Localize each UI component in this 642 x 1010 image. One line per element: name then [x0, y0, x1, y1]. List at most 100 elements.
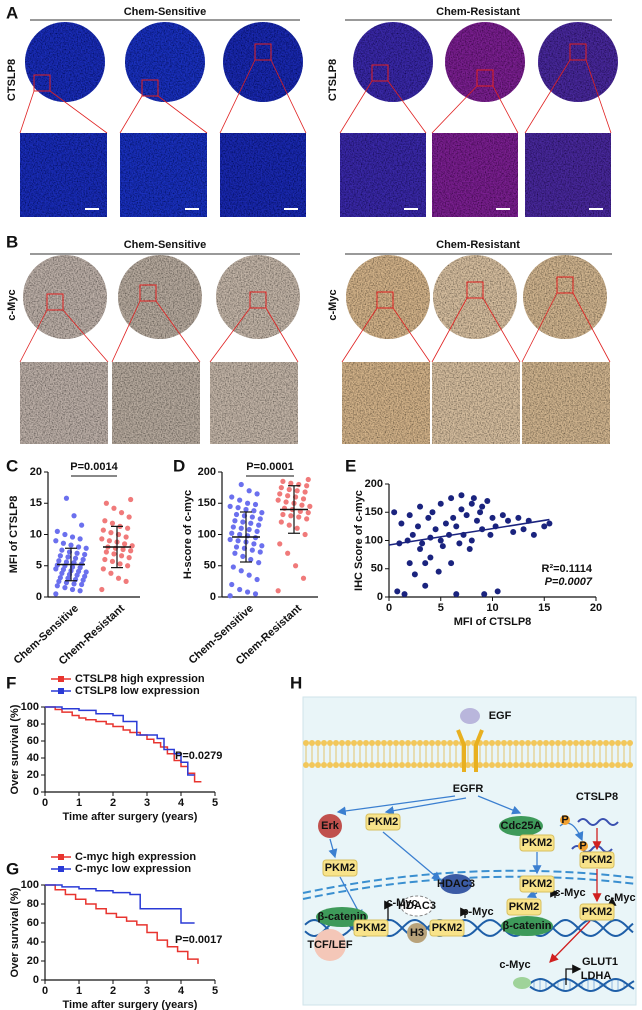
x-tick-label: 0	[42, 985, 48, 997]
point	[439, 543, 446, 550]
lipid-head	[615, 740, 621, 746]
zoom-box	[139, 284, 157, 302]
lipid-head	[525, 762, 531, 768]
diagram-label: Cdc25A	[501, 820, 542, 832]
dot	[275, 588, 281, 594]
point	[411, 571, 418, 578]
lipid-head	[597, 740, 603, 746]
lipid-head	[573, 762, 579, 768]
tissue-core	[523, 255, 607, 339]
lipid-head	[357, 762, 363, 768]
diagram-label: PKM2	[325, 862, 356, 874]
lipid-head	[519, 762, 525, 768]
lipid-head	[345, 762, 351, 768]
dot	[108, 530, 114, 536]
tissue-core	[538, 22, 618, 102]
dot	[244, 589, 251, 595]
point	[541, 523, 548, 530]
dot	[118, 553, 125, 559]
dot	[233, 544, 240, 550]
point	[432, 526, 439, 533]
lipid-head	[387, 740, 393, 746]
arrow	[384, 900, 394, 920]
diagram-label: EGFR	[453, 783, 484, 795]
lipid-head	[465, 740, 471, 746]
lipid-head	[405, 740, 411, 746]
legend-label: CTSLP8 low expression	[75, 685, 200, 697]
dna-strand	[529, 977, 635, 993]
y-tick-label: 100	[198, 528, 216, 540]
dot	[125, 525, 131, 531]
dot	[238, 481, 244, 488]
diagram-label: P	[561, 814, 568, 826]
dot	[60, 540, 67, 546]
point	[448, 495, 455, 502]
lipid-head	[423, 740, 429, 746]
tissue-core	[445, 22, 525, 102]
dot	[278, 519, 284, 525]
x-tick-label: 4	[178, 985, 185, 997]
panel-letter: A	[6, 3, 18, 22]
x-axis-label: Time after surgery (years)	[63, 999, 198, 1010]
legend-marker	[58, 676, 64, 682]
point	[394, 588, 401, 595]
x-tick-label: 1	[76, 797, 82, 809]
lipid-head	[531, 762, 537, 768]
point	[429, 509, 436, 516]
zoom-box	[249, 291, 267, 309]
diagram-label: TCF/LEF	[307, 939, 352, 951]
dot	[227, 536, 233, 543]
zoom-line	[19, 90, 35, 134]
dot	[277, 491, 283, 497]
dot	[100, 527, 106, 533]
lipid-head	[525, 740, 531, 746]
tissue-core	[125, 22, 205, 102]
point	[520, 526, 527, 533]
diagram-label: PKM2	[522, 878, 553, 890]
zoom-line	[341, 307, 378, 363]
zoom-box	[33, 74, 51, 92]
zoom-line	[482, 297, 521, 363]
dot	[123, 578, 129, 584]
zoom-box	[466, 281, 484, 299]
dot	[288, 480, 294, 486]
p-value: P=0.0014	[70, 461, 118, 473]
lipid-head	[489, 740, 495, 746]
lipid-head	[567, 762, 573, 768]
arrow	[382, 831, 441, 881]
lipid-head	[507, 762, 513, 768]
zoom-line	[492, 85, 519, 134]
point	[515, 514, 522, 521]
dot	[300, 575, 307, 581]
lipid-head	[591, 762, 597, 768]
point	[473, 517, 480, 524]
dot	[299, 502, 305, 508]
nuclear-membrane	[302, 875, 637, 900]
point	[463, 512, 470, 519]
y-tick-label: 60	[27, 917, 39, 929]
zoom-line	[219, 59, 256, 134]
zoom-line	[19, 309, 48, 363]
dot	[128, 548, 134, 554]
legend-label: C-myc low expression	[75, 863, 191, 875]
arrow	[336, 795, 456, 816]
dot	[240, 553, 246, 559]
legend-marker	[58, 854, 64, 860]
dot	[125, 563, 131, 569]
dot	[118, 510, 125, 516]
dot	[126, 555, 132, 561]
arrow	[526, 889, 538, 898]
lipid-head	[357, 740, 363, 746]
x-axis-label: MFI of CTSLP8	[454, 616, 532, 628]
lipid-head	[375, 762, 381, 768]
y-tick-label: 0	[33, 786, 39, 798]
point	[487, 531, 494, 538]
survival-curve	[45, 706, 195, 776]
lipid-head	[387, 762, 393, 768]
y-axis-label: IHC Score of c-myc	[353, 490, 365, 591]
lipid-head	[603, 762, 609, 768]
protein-node	[499, 816, 543, 836]
lipid-head	[405, 762, 411, 768]
y-tick-label: 80	[27, 898, 39, 910]
dot	[305, 476, 311, 483]
